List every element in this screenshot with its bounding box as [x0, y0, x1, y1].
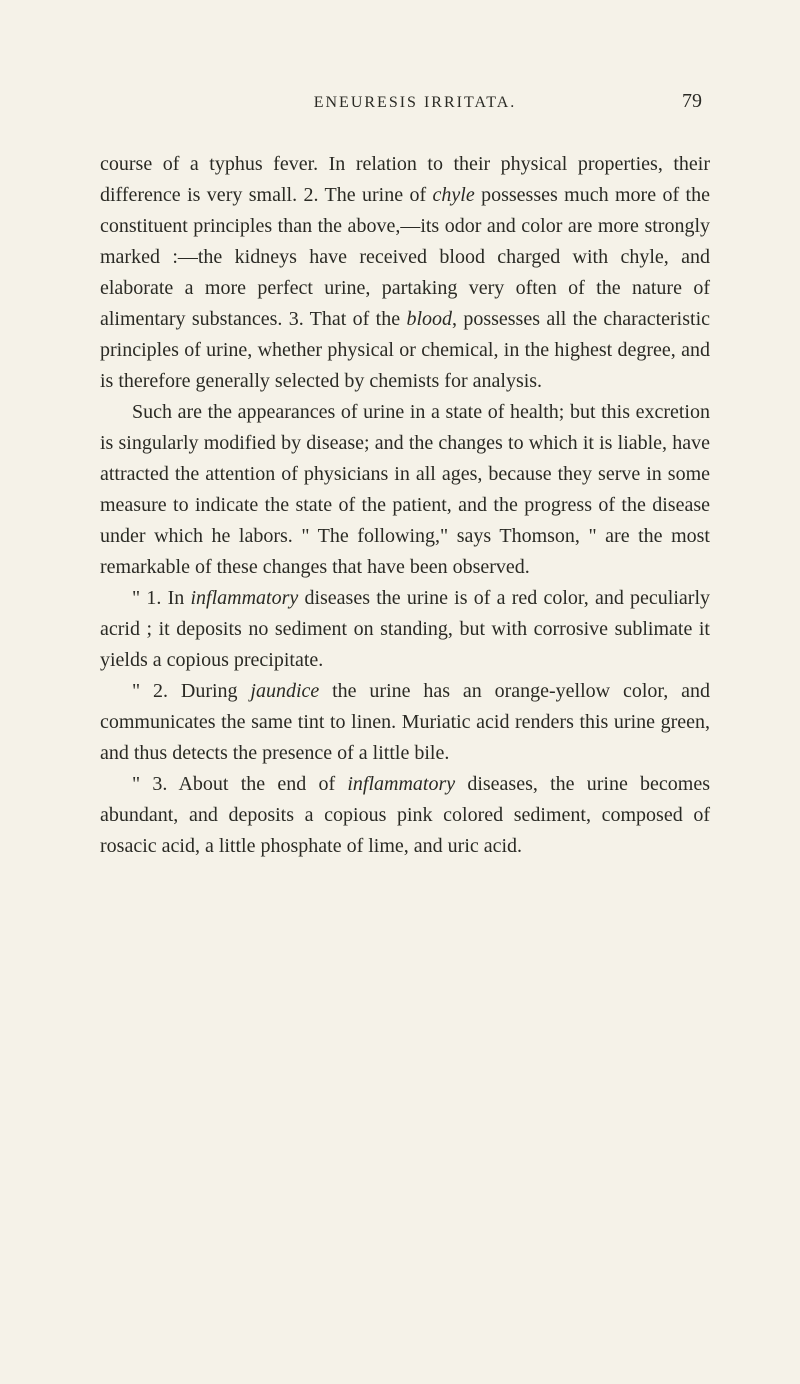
page-container: ENEURESIS IRRITATA. 79 course of a typhu… — [0, 0, 800, 922]
p1-blood: blood — [406, 308, 452, 330]
body-text: course of a typhus fever. In relation to… — [100, 149, 710, 862]
paragraph-4: " 2. During jaundice the urine has an or… — [100, 676, 710, 769]
paragraph-3: " 1. In inflammatory diseases the urine … — [100, 583, 710, 676]
paragraph-1: course of a typhus fever. In relation to… — [100, 149, 710, 397]
p4-jaundice: jaundice — [250, 680, 319, 702]
p5-run-a: " 3. About the end of — [132, 773, 347, 795]
p1-chyle: chyle — [433, 184, 475, 206]
p3-run-a: " 1. In — [132, 587, 190, 609]
paragraph-2: Such are the appearances of urine in a s… — [100, 397, 710, 583]
paragraph-5: " 3. About the end of inflammatory disea… — [100, 769, 710, 862]
p4-run-a: " 2. During — [132, 680, 250, 702]
page-number: 79 — [682, 90, 702, 113]
p3-inflammatory: inflammatory — [190, 587, 298, 609]
running-head: ENEURESIS IRRITATA. — [148, 94, 682, 112]
page-header: ENEURESIS IRRITATA. 79 — [100, 90, 710, 113]
p5-inflammatory: inflammatory — [347, 773, 455, 795]
